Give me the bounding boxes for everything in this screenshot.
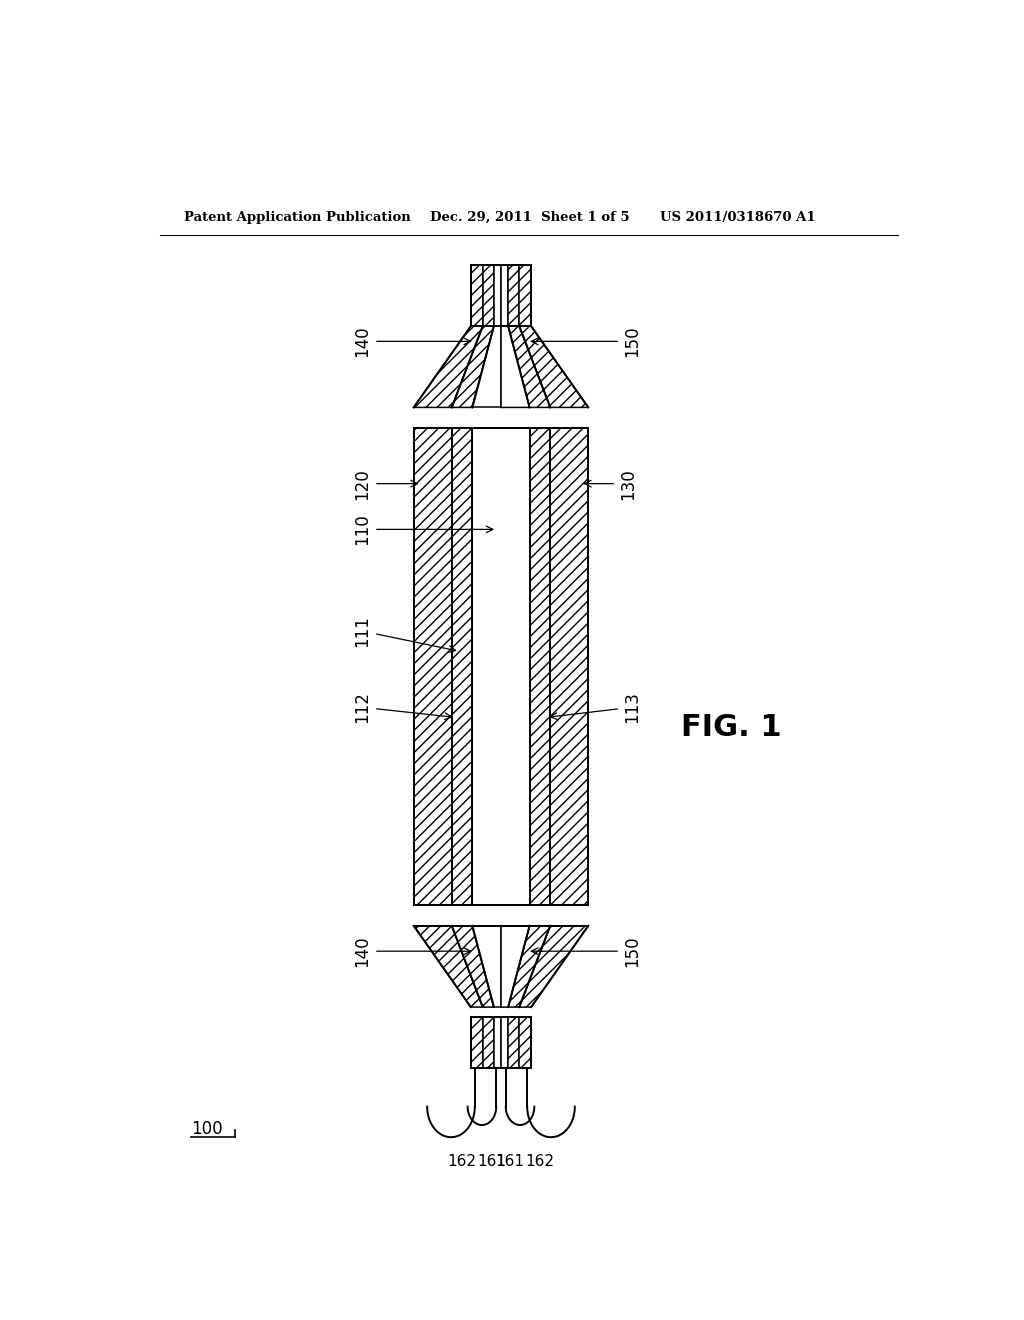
Bar	[529, 428, 550, 906]
Text: 150: 150	[531, 936, 641, 968]
Text: 150: 150	[531, 326, 641, 358]
Polygon shape	[501, 925, 529, 1007]
Text: Dec. 29, 2011  Sheet 1 of 5: Dec. 29, 2011 Sheet 1 of 5	[430, 211, 629, 224]
Text: 162: 162	[525, 1155, 554, 1170]
Polygon shape	[472, 925, 501, 1007]
Bar	[494, 1018, 501, 1068]
Bar	[482, 1018, 494, 1068]
Polygon shape	[414, 326, 482, 408]
Text: Patent Application Publication: Patent Application Publication	[183, 211, 411, 224]
Text: 162: 162	[447, 1155, 476, 1170]
Text: 161: 161	[478, 1155, 507, 1170]
Bar	[414, 428, 452, 906]
Polygon shape	[501, 326, 529, 408]
Bar	[550, 428, 588, 906]
Bar	[501, 265, 508, 326]
Bar	[519, 1018, 531, 1068]
Polygon shape	[519, 925, 588, 1007]
Bar	[471, 265, 482, 326]
Bar	[452, 428, 472, 906]
Polygon shape	[414, 925, 482, 1007]
Polygon shape	[452, 326, 494, 408]
Text: 130: 130	[585, 467, 637, 499]
Bar	[519, 265, 531, 326]
Bar	[482, 265, 494, 326]
Bar	[508, 265, 519, 326]
Text: 112: 112	[353, 692, 452, 723]
Bar	[472, 428, 529, 906]
Bar	[471, 1018, 482, 1068]
Polygon shape	[508, 925, 550, 1007]
Text: 140: 140	[353, 936, 471, 968]
Bar	[494, 265, 501, 326]
Bar	[501, 1018, 508, 1068]
Text: 111: 111	[353, 615, 456, 652]
Text: 110: 110	[353, 513, 493, 545]
Bar	[508, 1018, 519, 1068]
Polygon shape	[508, 326, 550, 408]
Polygon shape	[519, 326, 588, 408]
Text: 140: 140	[353, 326, 471, 358]
Text: 113: 113	[550, 692, 641, 723]
Text: US 2011/0318670 A1: US 2011/0318670 A1	[659, 211, 815, 224]
Polygon shape	[472, 326, 501, 408]
Text: FIG. 1: FIG. 1	[681, 713, 781, 742]
Text: 100: 100	[191, 1121, 223, 1138]
Text: 120: 120	[353, 467, 418, 499]
Polygon shape	[452, 925, 494, 1007]
Text: 161: 161	[496, 1155, 524, 1170]
